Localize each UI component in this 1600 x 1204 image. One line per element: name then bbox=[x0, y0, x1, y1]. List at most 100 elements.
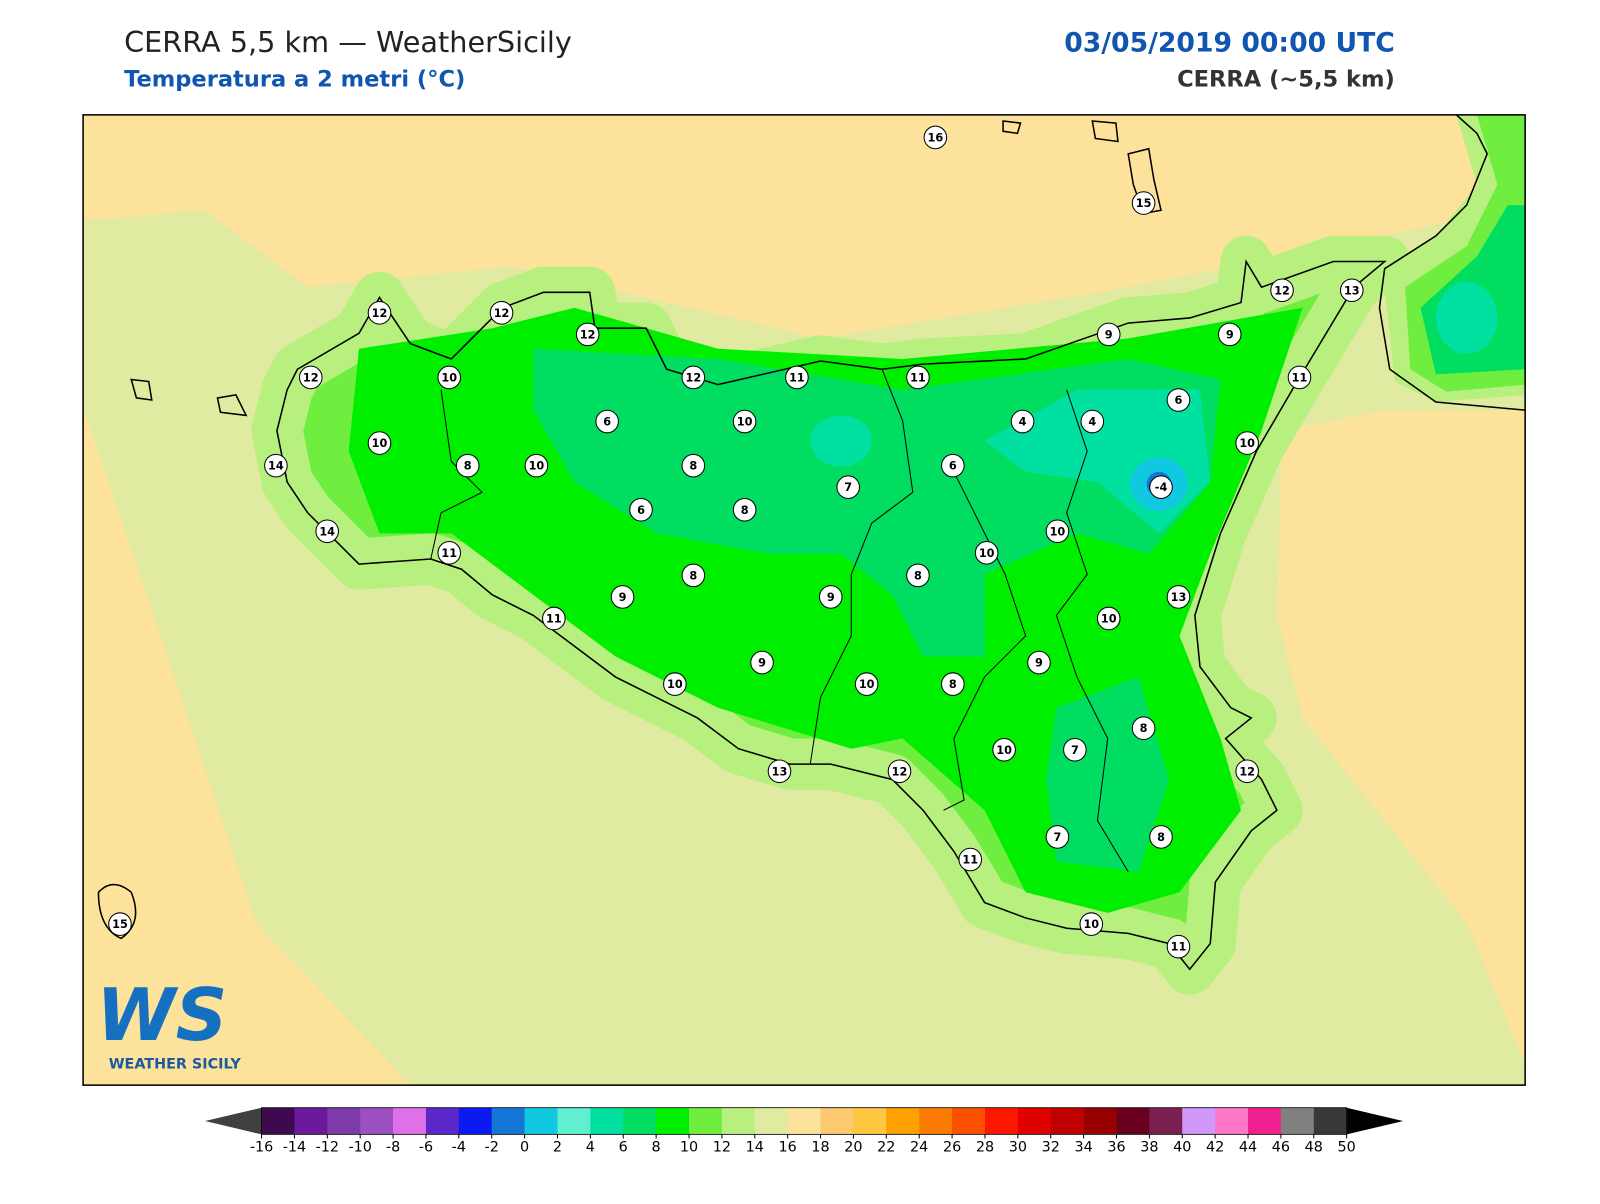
colorbar-swatch bbox=[557, 1107, 591, 1135]
station-value: 7 bbox=[1054, 831, 1062, 844]
colorbar-tick-label: 20 bbox=[844, 1140, 862, 1156]
map-frame bbox=[82, 114, 1526, 1086]
logo: WS WEATHER SICILY bbox=[96, 973, 241, 1073]
station-marker bbox=[887, 759, 912, 784]
station-value: 10 bbox=[667, 678, 683, 691]
station-marker bbox=[941, 453, 965, 478]
station-marker bbox=[298, 365, 323, 390]
station-value: 10 bbox=[996, 744, 1012, 757]
station-marker bbox=[1339, 278, 1364, 303]
colorbar-tick-label: -4 bbox=[452, 1140, 466, 1156]
subtitle: Temperatura a 2 metri (°C) bbox=[124, 67, 465, 93]
station-value: -4 bbox=[1155, 481, 1168, 494]
station-marker bbox=[681, 453, 706, 478]
colorbar-frame bbox=[261, 1107, 1348, 1135]
station-value: 7 bbox=[844, 481, 852, 494]
station-marker bbox=[610, 585, 635, 609]
coastline bbox=[1378, 114, 1526, 411]
station-marker bbox=[1217, 322, 1242, 347]
colorbar-swatch bbox=[886, 1107, 920, 1135]
station-value: 6 bbox=[603, 416, 611, 429]
colorbar-tick-label: 22 bbox=[877, 1140, 895, 1156]
colorbar-swatch bbox=[1149, 1107, 1183, 1135]
station-marker bbox=[767, 759, 792, 784]
colorbar-tick-label: 48 bbox=[1305, 1140, 1323, 1156]
station-marker bbox=[663, 672, 687, 696]
station-value: 13 bbox=[1171, 591, 1187, 604]
station-marker bbox=[1079, 912, 1104, 936]
station-marker bbox=[923, 125, 948, 150]
colorbar-swatch bbox=[261, 1107, 295, 1135]
colorbar-swatch bbox=[1215, 1107, 1249, 1135]
station-marker bbox=[1063, 737, 1087, 762]
colorbar-swatch bbox=[1017, 1107, 1052, 1135]
station-value: 15 bbox=[112, 918, 128, 931]
colorbar-swatch bbox=[393, 1107, 427, 1135]
station-marker bbox=[1010, 409, 1035, 434]
station-value: 8 bbox=[949, 678, 957, 691]
station-value: 11 bbox=[789, 371, 805, 384]
station-marker bbox=[1235, 431, 1259, 455]
colorbar-swatch bbox=[458, 1107, 493, 1135]
colorbar-tick-label: -2 bbox=[485, 1140, 499, 1156]
colorbar-tick-label: 28 bbox=[976, 1140, 994, 1156]
station-marker bbox=[542, 606, 566, 631]
station-marker bbox=[1166, 388, 1191, 412]
colorbar-swatch bbox=[656, 1107, 690, 1135]
station-marker bbox=[455, 453, 480, 478]
station-value: 10 bbox=[1050, 525, 1066, 538]
colorbar-swatch bbox=[1313, 1107, 1348, 1135]
station-value: 11 bbox=[441, 547, 457, 560]
station-value: 10 bbox=[1083, 918, 1099, 931]
station-marker bbox=[992, 737, 1016, 762]
station-value: 11 bbox=[1171, 941, 1187, 954]
station-marker bbox=[1149, 825, 1173, 849]
colorbar-tick-label: -8 bbox=[386, 1140, 400, 1156]
station-marker bbox=[1131, 191, 1156, 215]
station-value: 12 bbox=[685, 371, 701, 384]
station-value: 8 bbox=[741, 504, 749, 517]
station-marker bbox=[732, 409, 757, 434]
station-value: 12 bbox=[1239, 765, 1255, 778]
station-value: 6 bbox=[637, 504, 645, 517]
station-marker bbox=[437, 365, 462, 390]
station-marker bbox=[1166, 585, 1191, 609]
station-value: 10 bbox=[529, 460, 545, 473]
station-value: 6 bbox=[1175, 394, 1183, 407]
station-value: 8 bbox=[1140, 722, 1148, 735]
station-value: 9 bbox=[1226, 328, 1234, 341]
station-value: 9 bbox=[619, 591, 627, 604]
colorbar-tick-label: 38 bbox=[1140, 1140, 1158, 1156]
colorbar-swatch bbox=[689, 1107, 723, 1135]
station-marker bbox=[1045, 519, 1070, 544]
station-value: 10 bbox=[979, 547, 995, 560]
station-marker bbox=[941, 672, 965, 696]
station-marker bbox=[1096, 606, 1121, 631]
colorbar-tick-label: 18 bbox=[811, 1140, 829, 1156]
station-value: 11 bbox=[910, 371, 926, 384]
station-value: 14 bbox=[319, 525, 335, 538]
stations: 16 15 12 13 12 12 12 9 9 12 10 12 11 11 11 6 6 10 4 4 10 10 14… bbox=[108, 125, 1364, 959]
colorbar-tick-label: 6 bbox=[619, 1140, 628, 1156]
colorbar-swatch bbox=[294, 1107, 328, 1135]
station-value: 12 bbox=[892, 765, 908, 778]
station-value: 4 bbox=[1088, 416, 1096, 429]
station-value: 4 bbox=[1019, 416, 1027, 429]
colorbar-tick-label: 26 bbox=[943, 1140, 961, 1156]
colorbar-tick-label: -14 bbox=[283, 1140, 306, 1156]
station-marker bbox=[264, 453, 288, 478]
colorbar-tick-label: -16 bbox=[250, 1140, 273, 1156]
colorbar-tick-label: -6 bbox=[419, 1140, 433, 1156]
colorbar-tick-label: 12 bbox=[713, 1140, 731, 1156]
colorbar-swatch bbox=[754, 1107, 789, 1135]
date: 03/05/2019 00:00 UTC bbox=[1064, 28, 1395, 59]
station-marker bbox=[732, 497, 757, 522]
station-value: 14 bbox=[268, 460, 284, 473]
station-marker bbox=[437, 541, 462, 565]
colorbar-swatch bbox=[919, 1107, 953, 1135]
station-value: 12 bbox=[494, 307, 510, 320]
station-value: 10 bbox=[859, 678, 875, 691]
field-zone bbox=[810, 415, 872, 467]
colorbar-swatch bbox=[1050, 1107, 1085, 1135]
colorbar-swatch bbox=[820, 1107, 854, 1135]
